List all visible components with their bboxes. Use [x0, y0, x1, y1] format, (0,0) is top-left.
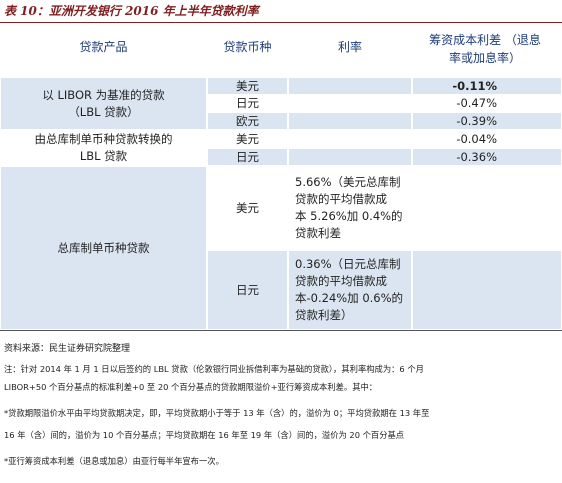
rate-cell	[288, 95, 412, 112]
product-line: LBL 贷款	[79, 149, 128, 163]
product-cell: 以 LIBOR 为基准的贷款 （LBL 贷款）	[0, 77, 207, 130]
rate-cell: 0.36%（日元总库制 贷款的平均借款成本-0.24%加 0.6%的 贷款利差）	[288, 250, 412, 330]
product-cell: 由总库制单币种贷款转换的 LBL 贷款	[0, 130, 207, 166]
source-note: 资料来源：民生证券研究院整理	[4, 344, 131, 354]
footnote-line: LIBOR+50 个百分基点的标准利差+0 至 20 个百分基点的贷款期限溢价+…	[4, 382, 378, 392]
spread-value: -0.11%	[452, 78, 497, 93]
rate-line: 5.66%（美元总库制	[295, 175, 401, 189]
spread-value: -0.47%	[456, 96, 497, 110]
rate-line: 贷款利差）	[295, 308, 353, 322]
title-rule	[0, 22, 562, 23]
rate-line: 0.36%（日元总库制	[295, 257, 401, 271]
header-cell: 贷款币种	[223, 40, 272, 54]
product-line: （LBL 贷款）	[68, 104, 139, 119]
currency-cell: 日元	[207, 250, 288, 330]
currency-cell: 美元	[207, 77, 288, 95]
footnote-line: 注：针对 2014 年 1 月 1 日以后签约的 LBL 贷款（伦敦银行同业拆借…	[4, 364, 424, 374]
rate-line: 贷款的平均借款成	[295, 274, 387, 288]
rate-cell	[288, 148, 412, 166]
rate-cell	[288, 112, 412, 130]
rate-cell	[288, 77, 412, 95]
currency-cell: 日元	[207, 148, 288, 166]
currency-cell: 美元	[207, 130, 288, 148]
rate-cell	[288, 130, 412, 148]
footnote-line: *贷款期限溢价水平由平均贷款期决定，即，平均贷款期小于等于 13 年（含）的，溢…	[4, 408, 430, 418]
spread-cell: -0.36%	[412, 148, 562, 166]
rate-line: 贷款利差	[295, 226, 341, 240]
footnote-line: 16 年（含）间的，溢价为 10 个百分基点；平均贷款期在 16 年至 19 年…	[4, 430, 405, 440]
currency-cell: 欧元	[207, 112, 288, 130]
spread-cell: -0.39%	[412, 112, 562, 130]
currency-cell: 美元	[207, 166, 288, 250]
header-cell: 贷款产品	[79, 40, 128, 54]
product-line: 以 LIBOR 为基准的贷款	[42, 87, 165, 102]
rate-line: 本 5.26%加 0.4%的	[295, 209, 403, 223]
spread-cell	[412, 166, 562, 250]
spread-value: -0.04%	[456, 131, 497, 146]
product-cell: 总库制单币种贷款	[0, 166, 207, 330]
spread-cell: -0.04%	[412, 130, 562, 148]
product-line: 总库制单币种贷款	[57, 240, 150, 255]
rate-line: 贷款的平均借款成	[295, 192, 387, 206]
header-cell: 筹资成本利差 （退息率或加息率）	[429, 33, 541, 65]
currency-cell: 日元	[207, 95, 288, 112]
header-cell: 利率	[337, 40, 362, 54]
rate-line: 本-0.24%加 0.6%的	[295, 291, 404, 305]
footnote-line: *亚行筹资成本利差（退息或加息）由亚行每半年宣布一次。	[4, 456, 224, 466]
table-bottom-rule	[0, 330, 562, 331]
spread-cell	[412, 250, 562, 330]
table-title: 表 10：亚洲开发银行 2016 年上半年贷款利率	[4, 4, 259, 18]
product-line: 由总库制单币种贷款转换的	[34, 132, 173, 146]
spread-value: -0.36%	[456, 149, 497, 164]
spread-value: -0.39%	[456, 113, 497, 128]
spread-cell: -0.47%	[412, 95, 562, 112]
spread-cell: -0.11%	[412, 77, 562, 95]
rate-cell: 5.66%（美元总库制 贷款的平均借款成本 5.26%加 0.4%的 贷款利差	[288, 166, 412, 250]
